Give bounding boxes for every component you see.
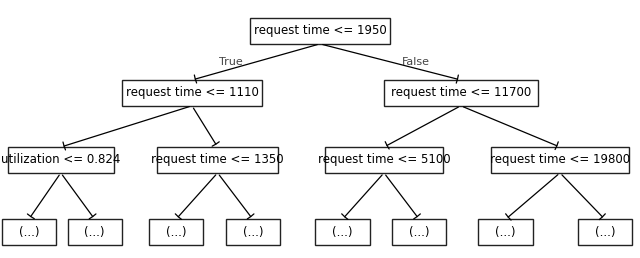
- Text: (...): (...): [243, 226, 263, 239]
- FancyBboxPatch shape: [492, 147, 628, 173]
- FancyBboxPatch shape: [479, 219, 532, 245]
- Text: (...): (...): [166, 226, 186, 239]
- Text: (...): (...): [19, 226, 39, 239]
- FancyBboxPatch shape: [149, 219, 204, 245]
- FancyBboxPatch shape: [122, 80, 262, 106]
- Text: request time <= 5100: request time <= 5100: [317, 154, 451, 166]
- FancyBboxPatch shape: [226, 219, 280, 245]
- Text: request time <= 11700: request time <= 11700: [390, 86, 531, 99]
- Text: True: True: [218, 57, 243, 67]
- FancyBboxPatch shape: [1, 219, 56, 245]
- FancyBboxPatch shape: [578, 219, 632, 245]
- FancyBboxPatch shape: [384, 80, 538, 106]
- Text: request time <= 1950: request time <= 1950: [253, 25, 387, 37]
- FancyBboxPatch shape: [316, 219, 370, 245]
- Text: (...): (...): [409, 226, 429, 239]
- Text: (...): (...): [332, 226, 353, 239]
- Text: (...): (...): [595, 226, 615, 239]
- Text: (...): (...): [495, 226, 516, 239]
- Text: request time <= 19800: request time <= 19800: [490, 154, 630, 166]
- FancyBboxPatch shape: [392, 219, 447, 245]
- FancyBboxPatch shape: [8, 147, 114, 173]
- Text: request time <= 1110: request time <= 1110: [125, 86, 259, 99]
- Text: utilization <= 0.824: utilization <= 0.824: [1, 154, 120, 166]
- Text: (...): (...): [84, 226, 105, 239]
- Text: request time <= 1350: request time <= 1350: [151, 154, 284, 166]
- FancyBboxPatch shape: [157, 147, 278, 173]
- Text: False: False: [402, 57, 430, 67]
- FancyBboxPatch shape: [250, 18, 390, 44]
- FancyBboxPatch shape: [324, 147, 443, 173]
- FancyBboxPatch shape: [67, 219, 122, 245]
